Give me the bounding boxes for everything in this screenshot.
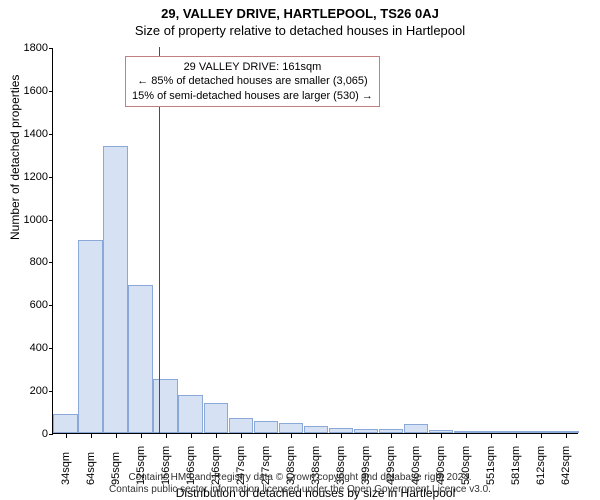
footer-line-2: Contains public sector information licen… xyxy=(0,484,600,496)
x-tick-mark xyxy=(391,434,392,438)
x-tick-mark xyxy=(266,434,267,438)
histogram-bar xyxy=(329,428,354,433)
y-tick-label: 0 xyxy=(8,428,48,440)
histogram-bar xyxy=(479,431,504,433)
y-tick-mark xyxy=(49,305,53,306)
histogram-bar xyxy=(429,430,454,433)
x-tick-mark xyxy=(541,434,542,438)
y-tick-label: 200 xyxy=(8,385,48,397)
histogram-bar xyxy=(454,431,479,433)
y-tick-label: 600 xyxy=(8,299,48,311)
histogram-bar xyxy=(53,414,78,433)
x-tick-mark xyxy=(66,434,67,438)
histogram-bar xyxy=(554,431,579,433)
x-tick-mark xyxy=(116,434,117,438)
y-tick-label: 800 xyxy=(8,256,48,268)
x-tick-mark xyxy=(416,434,417,438)
x-tick-mark xyxy=(141,434,142,438)
y-tick-mark xyxy=(49,177,53,178)
histogram-bar xyxy=(254,421,279,433)
histogram-bar xyxy=(529,431,554,433)
histogram-bar xyxy=(379,429,404,433)
y-tick-label: 1400 xyxy=(8,128,48,140)
y-tick-mark xyxy=(49,220,53,221)
y-tick-label: 1800 xyxy=(8,42,48,54)
x-tick-mark xyxy=(341,434,342,438)
x-tick-mark xyxy=(291,434,292,438)
histogram-bar xyxy=(153,379,178,433)
x-tick-mark xyxy=(566,434,567,438)
annotation-line: 29 VALLEY DRIVE: 161sqm xyxy=(132,60,373,74)
histogram-bar xyxy=(279,423,304,433)
y-tick-label: 1200 xyxy=(8,171,48,183)
annotation-box: 29 VALLEY DRIVE: 161sqm← 85% of detached… xyxy=(125,56,380,107)
y-tick-label: 1600 xyxy=(8,85,48,97)
x-tick-mark xyxy=(216,434,217,438)
page-subtitle: Size of property relative to detached ho… xyxy=(0,21,600,38)
x-tick-mark xyxy=(316,434,317,438)
x-tick-mark xyxy=(91,434,92,438)
histogram-bar xyxy=(229,418,254,433)
histogram-bar xyxy=(204,403,229,433)
annotation-line: ← 85% of detached houses are smaller (3,… xyxy=(132,74,373,88)
page-title: 29, VALLEY DRIVE, HARTLEPOOL, TS26 0AJ xyxy=(0,0,600,21)
annotation-line: 15% of semi-detached houses are larger (… xyxy=(132,89,373,103)
plot-area: 02004006008001000120014001600180034sqm64… xyxy=(52,48,578,434)
histogram-bar xyxy=(103,146,128,433)
y-tick-label: 400 xyxy=(8,342,48,354)
chart-area: 02004006008001000120014001600180034sqm64… xyxy=(52,48,578,434)
footer-text: Contains HM Land Registry data © Crown c… xyxy=(0,472,600,496)
y-tick-mark xyxy=(49,391,53,392)
histogram-bar xyxy=(504,431,529,433)
histogram-bar xyxy=(404,424,429,433)
y-tick-mark xyxy=(49,348,53,349)
histogram-bar xyxy=(178,395,203,433)
x-tick-mark xyxy=(166,434,167,438)
y-tick-mark xyxy=(49,91,53,92)
y-tick-mark xyxy=(49,262,53,263)
y-tick-label: 1000 xyxy=(8,214,48,226)
y-tick-mark xyxy=(49,48,53,49)
histogram-bar xyxy=(78,240,103,433)
histogram-bar xyxy=(304,426,329,434)
x-tick-mark xyxy=(491,434,492,438)
y-tick-mark xyxy=(49,434,53,435)
x-tick-mark xyxy=(241,434,242,438)
x-tick-mark xyxy=(441,434,442,438)
footer-line-1: Contains HM Land Registry data © Crown c… xyxy=(0,472,600,484)
x-tick-mark xyxy=(466,434,467,438)
x-tick-mark xyxy=(516,434,517,438)
histogram-bar xyxy=(354,429,379,433)
histogram-bar xyxy=(128,285,153,433)
x-tick-mark xyxy=(366,434,367,438)
x-tick-mark xyxy=(191,434,192,438)
y-tick-mark xyxy=(49,134,53,135)
